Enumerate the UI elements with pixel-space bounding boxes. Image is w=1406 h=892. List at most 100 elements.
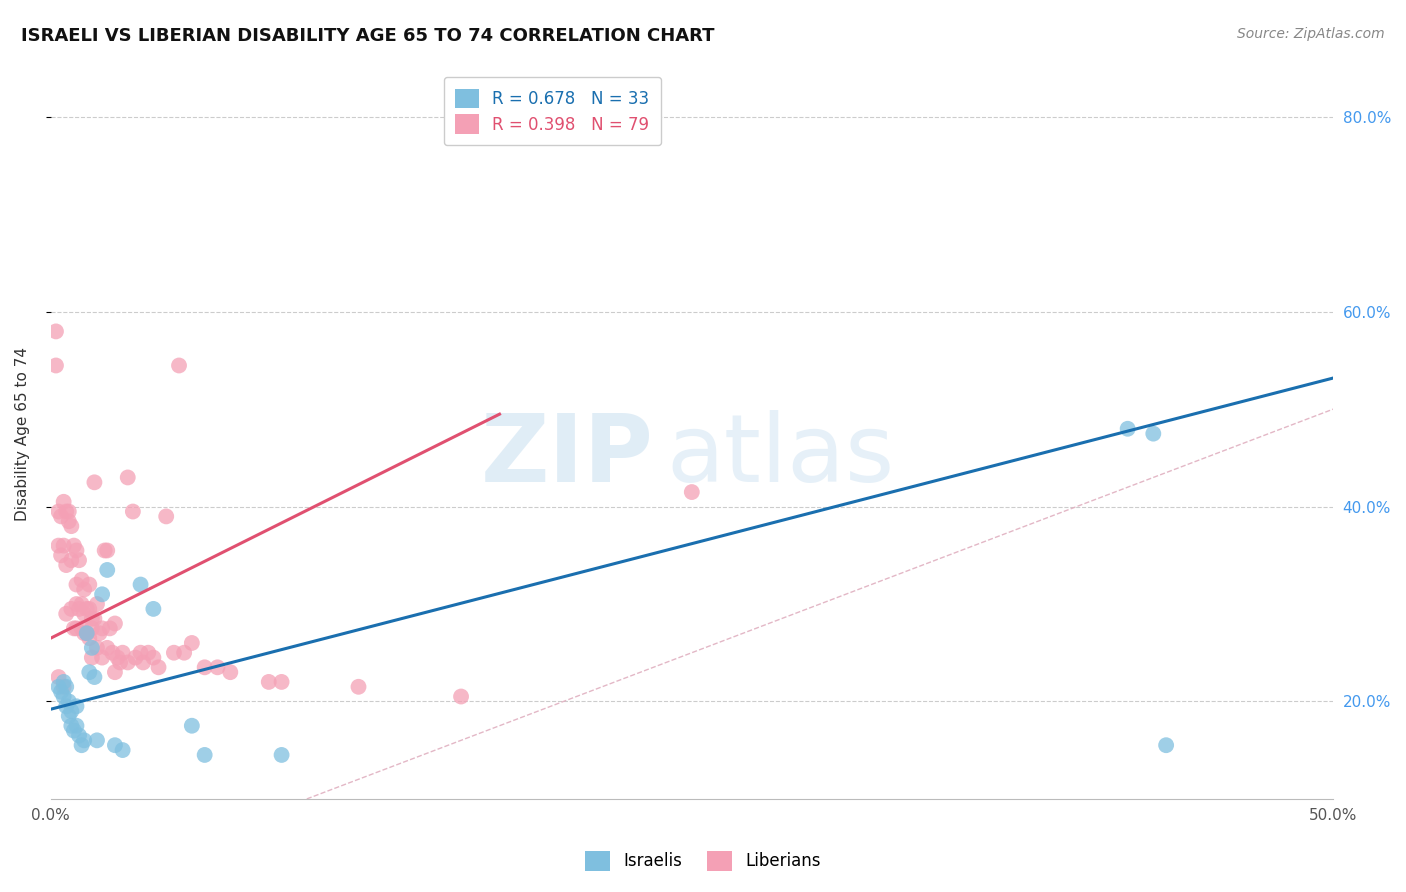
Point <box>60 602 83 616</box>
Text: atlas: atlas <box>666 409 894 501</box>
Point <box>681 485 703 500</box>
Point <box>49 549 72 563</box>
Point <box>93 543 115 558</box>
Point <box>117 656 139 670</box>
Point <box>111 743 134 757</box>
Point <box>49 509 72 524</box>
Point <box>49 684 72 698</box>
Point <box>163 646 186 660</box>
Point <box>45 325 67 339</box>
Point <box>76 626 98 640</box>
Point <box>52 495 75 509</box>
Point <box>107 650 129 665</box>
Point <box>65 577 87 591</box>
Point <box>63 621 86 635</box>
Point <box>96 543 118 558</box>
Point <box>55 558 77 572</box>
Point <box>65 597 87 611</box>
Point <box>122 504 145 518</box>
Point <box>86 597 108 611</box>
Point <box>70 738 93 752</box>
Point <box>129 646 152 660</box>
Point <box>48 680 70 694</box>
Point <box>117 470 139 484</box>
Point <box>450 690 472 704</box>
Point <box>70 597 93 611</box>
Point <box>63 723 86 738</box>
Point <box>65 543 87 558</box>
Point <box>1116 422 1139 436</box>
Text: ZIP: ZIP <box>481 409 654 501</box>
Point <box>76 602 98 616</box>
Point <box>132 656 155 670</box>
Point <box>173 646 195 660</box>
Point <box>79 577 101 591</box>
Point <box>270 674 292 689</box>
Point <box>65 621 87 635</box>
Point <box>79 665 101 680</box>
Point <box>60 519 83 533</box>
Point <box>45 359 67 373</box>
Legend: R = 0.678   N = 33, R = 0.398   N = 79: R = 0.678 N = 33, R = 0.398 N = 79 <box>444 77 661 145</box>
Point <box>73 582 96 597</box>
Point <box>91 650 114 665</box>
Point <box>60 719 83 733</box>
Point <box>257 674 280 689</box>
Point <box>347 680 370 694</box>
Point <box>55 504 77 518</box>
Point <box>104 738 127 752</box>
Point <box>73 626 96 640</box>
Point <box>1154 738 1177 752</box>
Point <box>194 660 217 674</box>
Point <box>270 747 292 762</box>
Point <box>48 504 70 518</box>
Point <box>58 514 80 528</box>
Point <box>83 475 105 490</box>
Point <box>67 729 90 743</box>
Point <box>70 621 93 635</box>
Point <box>219 665 242 680</box>
Point <box>58 694 80 708</box>
Point <box>52 690 75 704</box>
Point <box>58 709 80 723</box>
Point <box>65 719 87 733</box>
Point <box>70 573 93 587</box>
Point <box>52 539 75 553</box>
Point <box>73 733 96 747</box>
Point <box>67 553 90 567</box>
Point <box>104 665 127 680</box>
Point <box>91 621 114 635</box>
Point <box>108 656 131 670</box>
Point <box>91 587 114 601</box>
Point <box>89 626 111 640</box>
Point <box>180 719 202 733</box>
Point <box>55 680 77 694</box>
Point <box>58 504 80 518</box>
Point <box>79 631 101 645</box>
Point <box>194 747 217 762</box>
Point <box>167 359 190 373</box>
Point <box>73 607 96 621</box>
Point <box>86 733 108 747</box>
Point <box>52 680 75 694</box>
Point <box>80 612 103 626</box>
Point <box>111 646 134 660</box>
Point <box>79 602 101 616</box>
Point <box>136 646 159 660</box>
Point <box>124 650 146 665</box>
Point <box>207 660 229 674</box>
Point <box>180 636 202 650</box>
Point <box>96 640 118 655</box>
Point <box>104 616 127 631</box>
Point <box>60 704 83 718</box>
Point <box>142 650 165 665</box>
Legend: Israelis, Liberians: Israelis, Liberians <box>576 842 830 880</box>
Point <box>155 509 177 524</box>
Point <box>55 699 77 714</box>
Point <box>63 539 86 553</box>
Point <box>83 612 105 626</box>
Point <box>65 699 87 714</box>
Point <box>98 621 121 635</box>
Point <box>48 670 70 684</box>
Point <box>55 607 77 621</box>
